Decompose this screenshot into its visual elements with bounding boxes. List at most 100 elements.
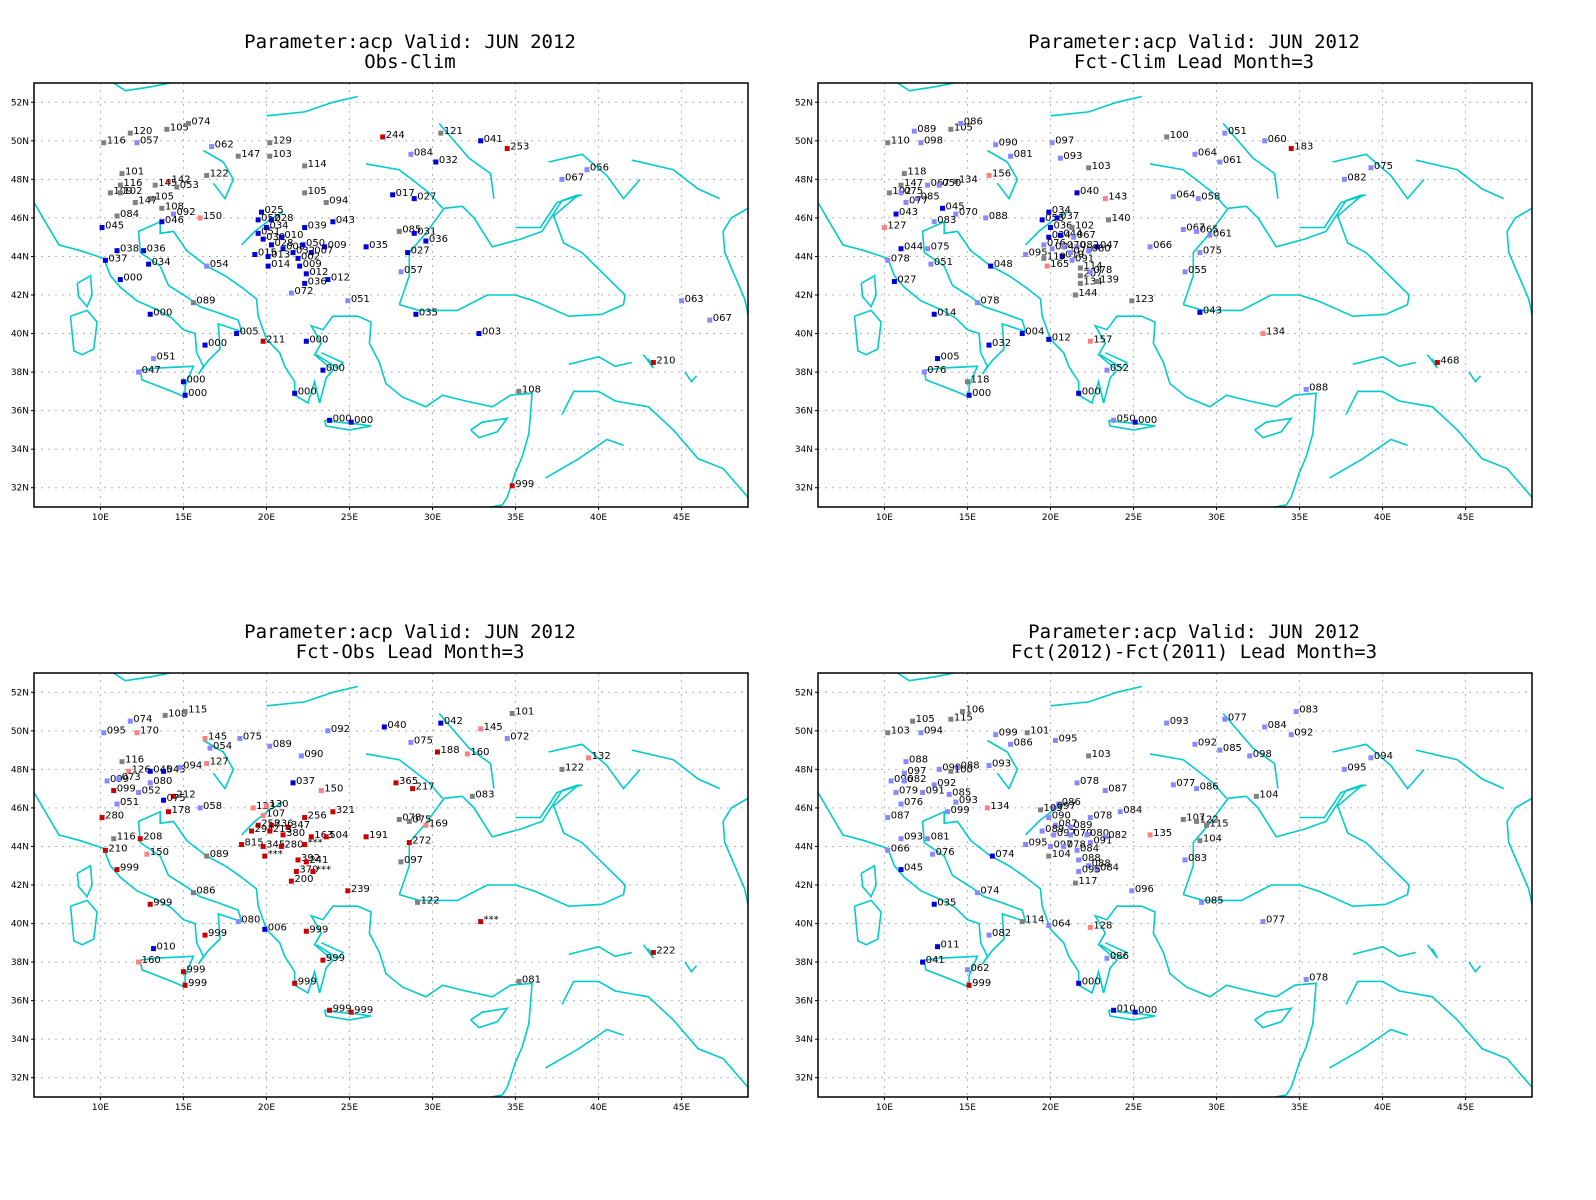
- station-marker: [235, 919, 241, 925]
- station-value: 135: [1153, 828, 1172, 839]
- station-marker: [1067, 824, 1073, 830]
- station-value: 039: [308, 221, 327, 232]
- coastline: [1345, 980, 1533, 1088]
- lon-tick-label: 40E: [590, 513, 607, 523]
- station-value: 087: [1058, 818, 1077, 829]
- station-value: 036: [1053, 221, 1072, 232]
- station-value: 011: [941, 940, 960, 951]
- station-marker: [1262, 138, 1268, 144]
- station-value: 035: [369, 240, 388, 251]
- station-marker: [931, 901, 937, 907]
- station-marker: [165, 809, 171, 815]
- station-marker: [1074, 190, 1080, 196]
- station-value: 085: [1205, 895, 1224, 906]
- station-marker: [137, 836, 143, 842]
- station-marker: [1061, 843, 1067, 849]
- station-value: 102: [1075, 221, 1094, 232]
- station-marker: [1008, 153, 1014, 159]
- station-marker: [180, 379, 186, 385]
- station-marker: [1086, 753, 1092, 759]
- station-value: 095: [1029, 838, 1048, 849]
- station-marker: [1074, 780, 1080, 786]
- station-marker: [945, 809, 951, 815]
- station-value: 114: [1025, 915, 1044, 926]
- coastline: [1328, 438, 1408, 479]
- station-value: 103: [1092, 161, 1111, 172]
- station-value: 050: [1117, 413, 1136, 424]
- station-value: 468: [1440, 355, 1459, 366]
- station-marker: [1067, 832, 1073, 838]
- station-value: 089: [917, 124, 936, 135]
- station-value: 122: [210, 169, 229, 180]
- station-value: 108: [168, 708, 187, 719]
- station-marker: [1288, 146, 1294, 152]
- station-marker: [262, 926, 268, 932]
- station-marker: [1076, 390, 1082, 396]
- station-value: 000: [1082, 386, 1101, 397]
- station-marker: [650, 359, 656, 365]
- lat-tick-label: 44N: [795, 842, 813, 852]
- station-marker: [433, 159, 439, 165]
- station-marker: [1072, 880, 1078, 886]
- station-marker: [1086, 248, 1092, 254]
- station-marker: [111, 788, 117, 794]
- station-value: 067: [1186, 222, 1205, 233]
- station-marker: [180, 969, 186, 975]
- station-value: 272: [412, 836, 431, 847]
- station-marker: [411, 196, 417, 202]
- station-marker: [263, 803, 269, 809]
- station-marker: [1074, 244, 1080, 250]
- station-marker: [250, 805, 256, 811]
- station-value: 077: [909, 195, 928, 206]
- station-value: 067: [713, 313, 732, 324]
- station-marker: [258, 209, 264, 215]
- coastline: [642, 354, 655, 369]
- station-marker: [308, 250, 314, 256]
- station-marker: [964, 967, 970, 973]
- lat-tick-label: 52N: [795, 98, 813, 108]
- station-marker: [1192, 151, 1198, 157]
- station-marker: [1052, 822, 1058, 828]
- station-value: 150: [324, 784, 343, 795]
- station-value: 085: [952, 787, 971, 798]
- station-marker: [413, 311, 419, 317]
- station-marker: [406, 840, 412, 846]
- station-marker: [147, 311, 153, 317]
- coastline: [266, 685, 358, 707]
- coastline: [860, 864, 877, 899]
- station-marker: [423, 238, 429, 244]
- station-value: 086: [1110, 951, 1129, 962]
- station-marker: [396, 228, 402, 234]
- station-marker: [297, 263, 303, 269]
- station-marker: [295, 255, 301, 261]
- station-value: 080: [1090, 828, 1109, 839]
- lat-tick-label: 32N: [11, 1074, 29, 1084]
- lat-tick-label: 34N: [11, 1035, 29, 1045]
- station-value: 079: [1073, 246, 1092, 257]
- station-value: 107: [266, 809, 285, 820]
- station-value: 053: [180, 180, 199, 191]
- coastline: [1299, 784, 1367, 819]
- station-marker: [1077, 280, 1083, 286]
- station-value: 106: [965, 705, 984, 716]
- station-marker: [478, 138, 484, 144]
- station-marker: [584, 167, 590, 173]
- lat-tick-label: 34N: [795, 445, 813, 455]
- station-value: 046: [165, 215, 184, 226]
- station-marker: [1052, 737, 1058, 743]
- station-value: 082: [1347, 172, 1366, 183]
- station-marker: [915, 196, 921, 202]
- station-marker: [885, 847, 891, 853]
- station-value: 093: [959, 795, 978, 806]
- lon-tick-label: 40E: [1374, 513, 1391, 523]
- station-value: 143: [1108, 192, 1127, 203]
- station-value: 082: [1108, 830, 1127, 841]
- coastline: [1149, 163, 1228, 209]
- station-marker: [1117, 809, 1123, 815]
- coastline: [365, 753, 444, 799]
- station-value: 126: [132, 764, 151, 775]
- lat-tick-label: 42N: [795, 881, 813, 891]
- station-marker: [1077, 265, 1083, 271]
- station-marker: [117, 182, 123, 188]
- coastline: [817, 792, 1317, 1096]
